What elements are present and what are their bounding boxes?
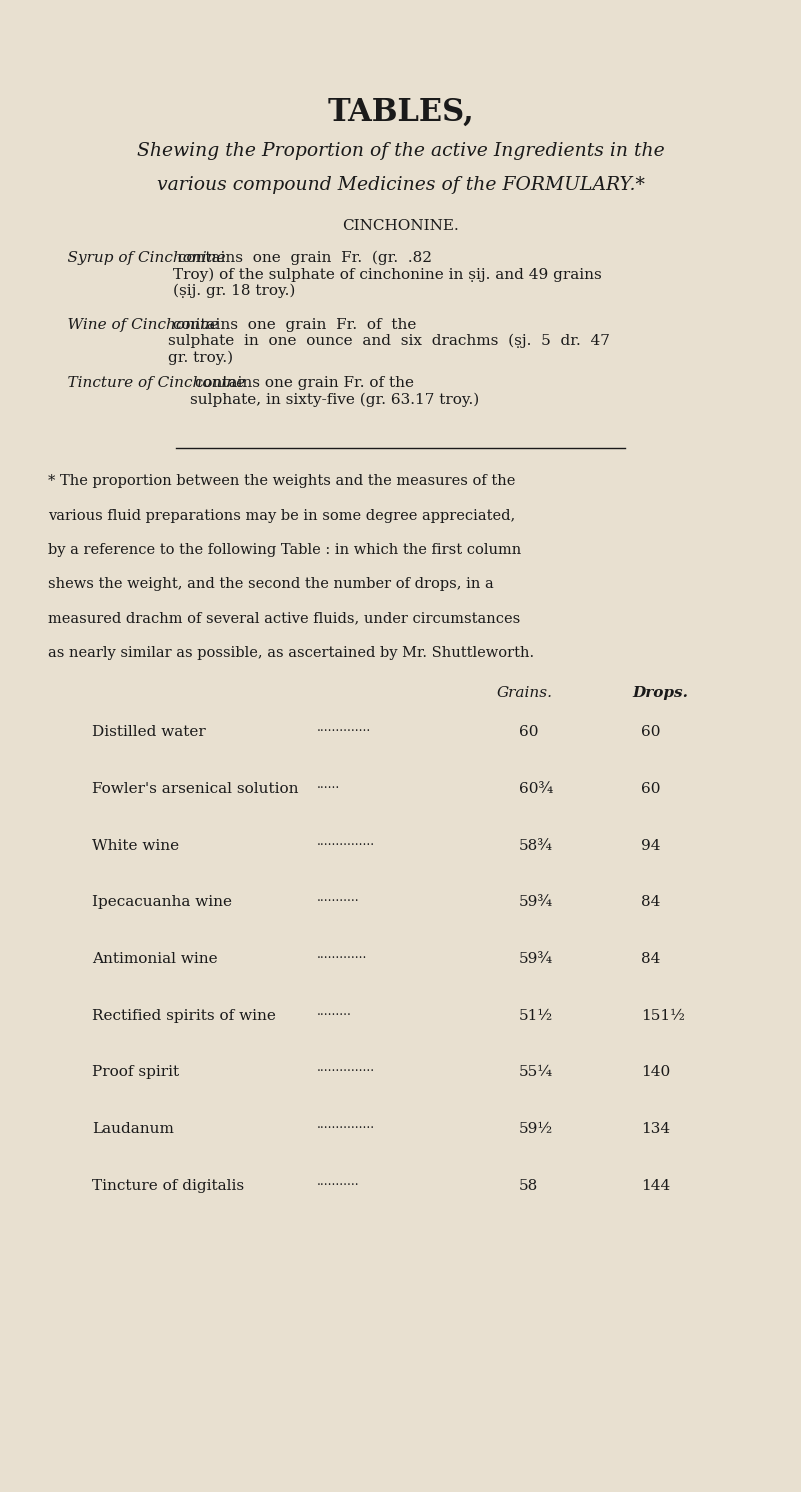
- Text: 140: 140: [641, 1065, 670, 1079]
- Text: 55¼: 55¼: [519, 1065, 553, 1079]
- Text: Antimonial wine: Antimonial wine: [92, 952, 218, 965]
- Text: Syrup of Cinchonine: Syrup of Cinchonine: [48, 251, 226, 264]
- Text: 59½: 59½: [519, 1122, 553, 1135]
- Text: measured drachm of several active fluids, under circumstances: measured drachm of several active fluids…: [48, 612, 521, 625]
- Text: Tincture of Cinchonine: Tincture of Cinchonine: [48, 376, 245, 389]
- Text: CINCHONINE.: CINCHONINE.: [342, 219, 459, 233]
- Text: Rectified spirits of wine: Rectified spirits of wine: [92, 1009, 276, 1022]
- Text: ·········: ·········: [316, 1009, 352, 1022]
- Text: ···········: ···········: [316, 1179, 359, 1192]
- Text: 60: 60: [641, 782, 660, 795]
- Text: 151½: 151½: [641, 1009, 685, 1022]
- Text: 84: 84: [641, 895, 660, 909]
- Text: Distilled water: Distilled water: [92, 725, 206, 739]
- Text: 58: 58: [519, 1179, 538, 1192]
- Text: various fluid preparations may be in some degree appreciated,: various fluid preparations may be in som…: [48, 509, 515, 522]
- Text: White wine: White wine: [92, 839, 179, 852]
- Text: 84: 84: [641, 952, 660, 965]
- Text: Drops.: Drops.: [633, 686, 689, 700]
- Text: 60: 60: [519, 725, 538, 739]
- Text: contains one grain Fr. of the
sulphate, in sixty-five (gr. 63.17 troy.): contains one grain Fr. of the sulphate, …: [190, 376, 479, 407]
- Text: 134: 134: [641, 1122, 670, 1135]
- Text: 60: 60: [641, 725, 660, 739]
- Text: contains  one  grain  Fr.  (gr.  .82
Troy) of the sulphate of cinchonine in ṣij.: contains one grain Fr. (gr. .82 Troy) of…: [173, 251, 602, 298]
- Text: ···········: ···········: [316, 895, 359, 909]
- Text: 59¾: 59¾: [519, 895, 553, 909]
- Text: Ipecacuanha wine: Ipecacuanha wine: [92, 895, 232, 909]
- Text: various compound Medicines of the FΟRMULARY.*: various compound Medicines of the FΟRMUL…: [156, 176, 645, 194]
- Text: ···············: ···············: [316, 839, 375, 852]
- Text: ··············: ··············: [316, 725, 371, 739]
- Text: Wine of Cinchonine: Wine of Cinchonine: [48, 318, 219, 331]
- Text: ···············: ···············: [316, 1122, 375, 1135]
- Text: 58¾: 58¾: [519, 839, 553, 852]
- Text: contains  one  grain  Fr.  of  the
sulphate  in  one  ounce  and  six  drachms  : contains one grain Fr. of the sulphate i…: [168, 318, 610, 366]
- Text: ······: ······: [316, 782, 340, 795]
- Text: 51½: 51½: [519, 1009, 553, 1022]
- Text: * The proportion between the weights and the measures of the: * The proportion between the weights and…: [48, 474, 515, 488]
- Text: TABLES,: TABLES,: [327, 97, 474, 128]
- Text: 59¾: 59¾: [519, 952, 553, 965]
- Text: ···············: ···············: [316, 1065, 375, 1079]
- Text: Grains.: Grains.: [497, 686, 553, 700]
- Text: Shewing the Proportion of the active Ingredients in the: Shewing the Proportion of the active Ing…: [137, 142, 664, 160]
- Text: Proof spirit: Proof spirit: [92, 1065, 179, 1079]
- Text: as nearly similar as possible, as ascertained by Mr. Shuttleworth.: as nearly similar as possible, as ascert…: [48, 646, 534, 659]
- Text: Fowler's arsenical solution: Fowler's arsenical solution: [92, 782, 299, 795]
- Text: Laudanum: Laudanum: [92, 1122, 174, 1135]
- Text: ·············: ·············: [316, 952, 367, 965]
- Text: 144: 144: [641, 1179, 670, 1192]
- Text: shews the weight, and the second the number of drops, in a: shews the weight, and the second the num…: [48, 577, 493, 591]
- Text: 94: 94: [641, 839, 660, 852]
- Text: Tincture of digitalis: Tincture of digitalis: [92, 1179, 244, 1192]
- Text: 60¾: 60¾: [519, 782, 553, 795]
- Text: by a reference to the following Table : in which the first column: by a reference to the following Table : …: [48, 543, 521, 557]
